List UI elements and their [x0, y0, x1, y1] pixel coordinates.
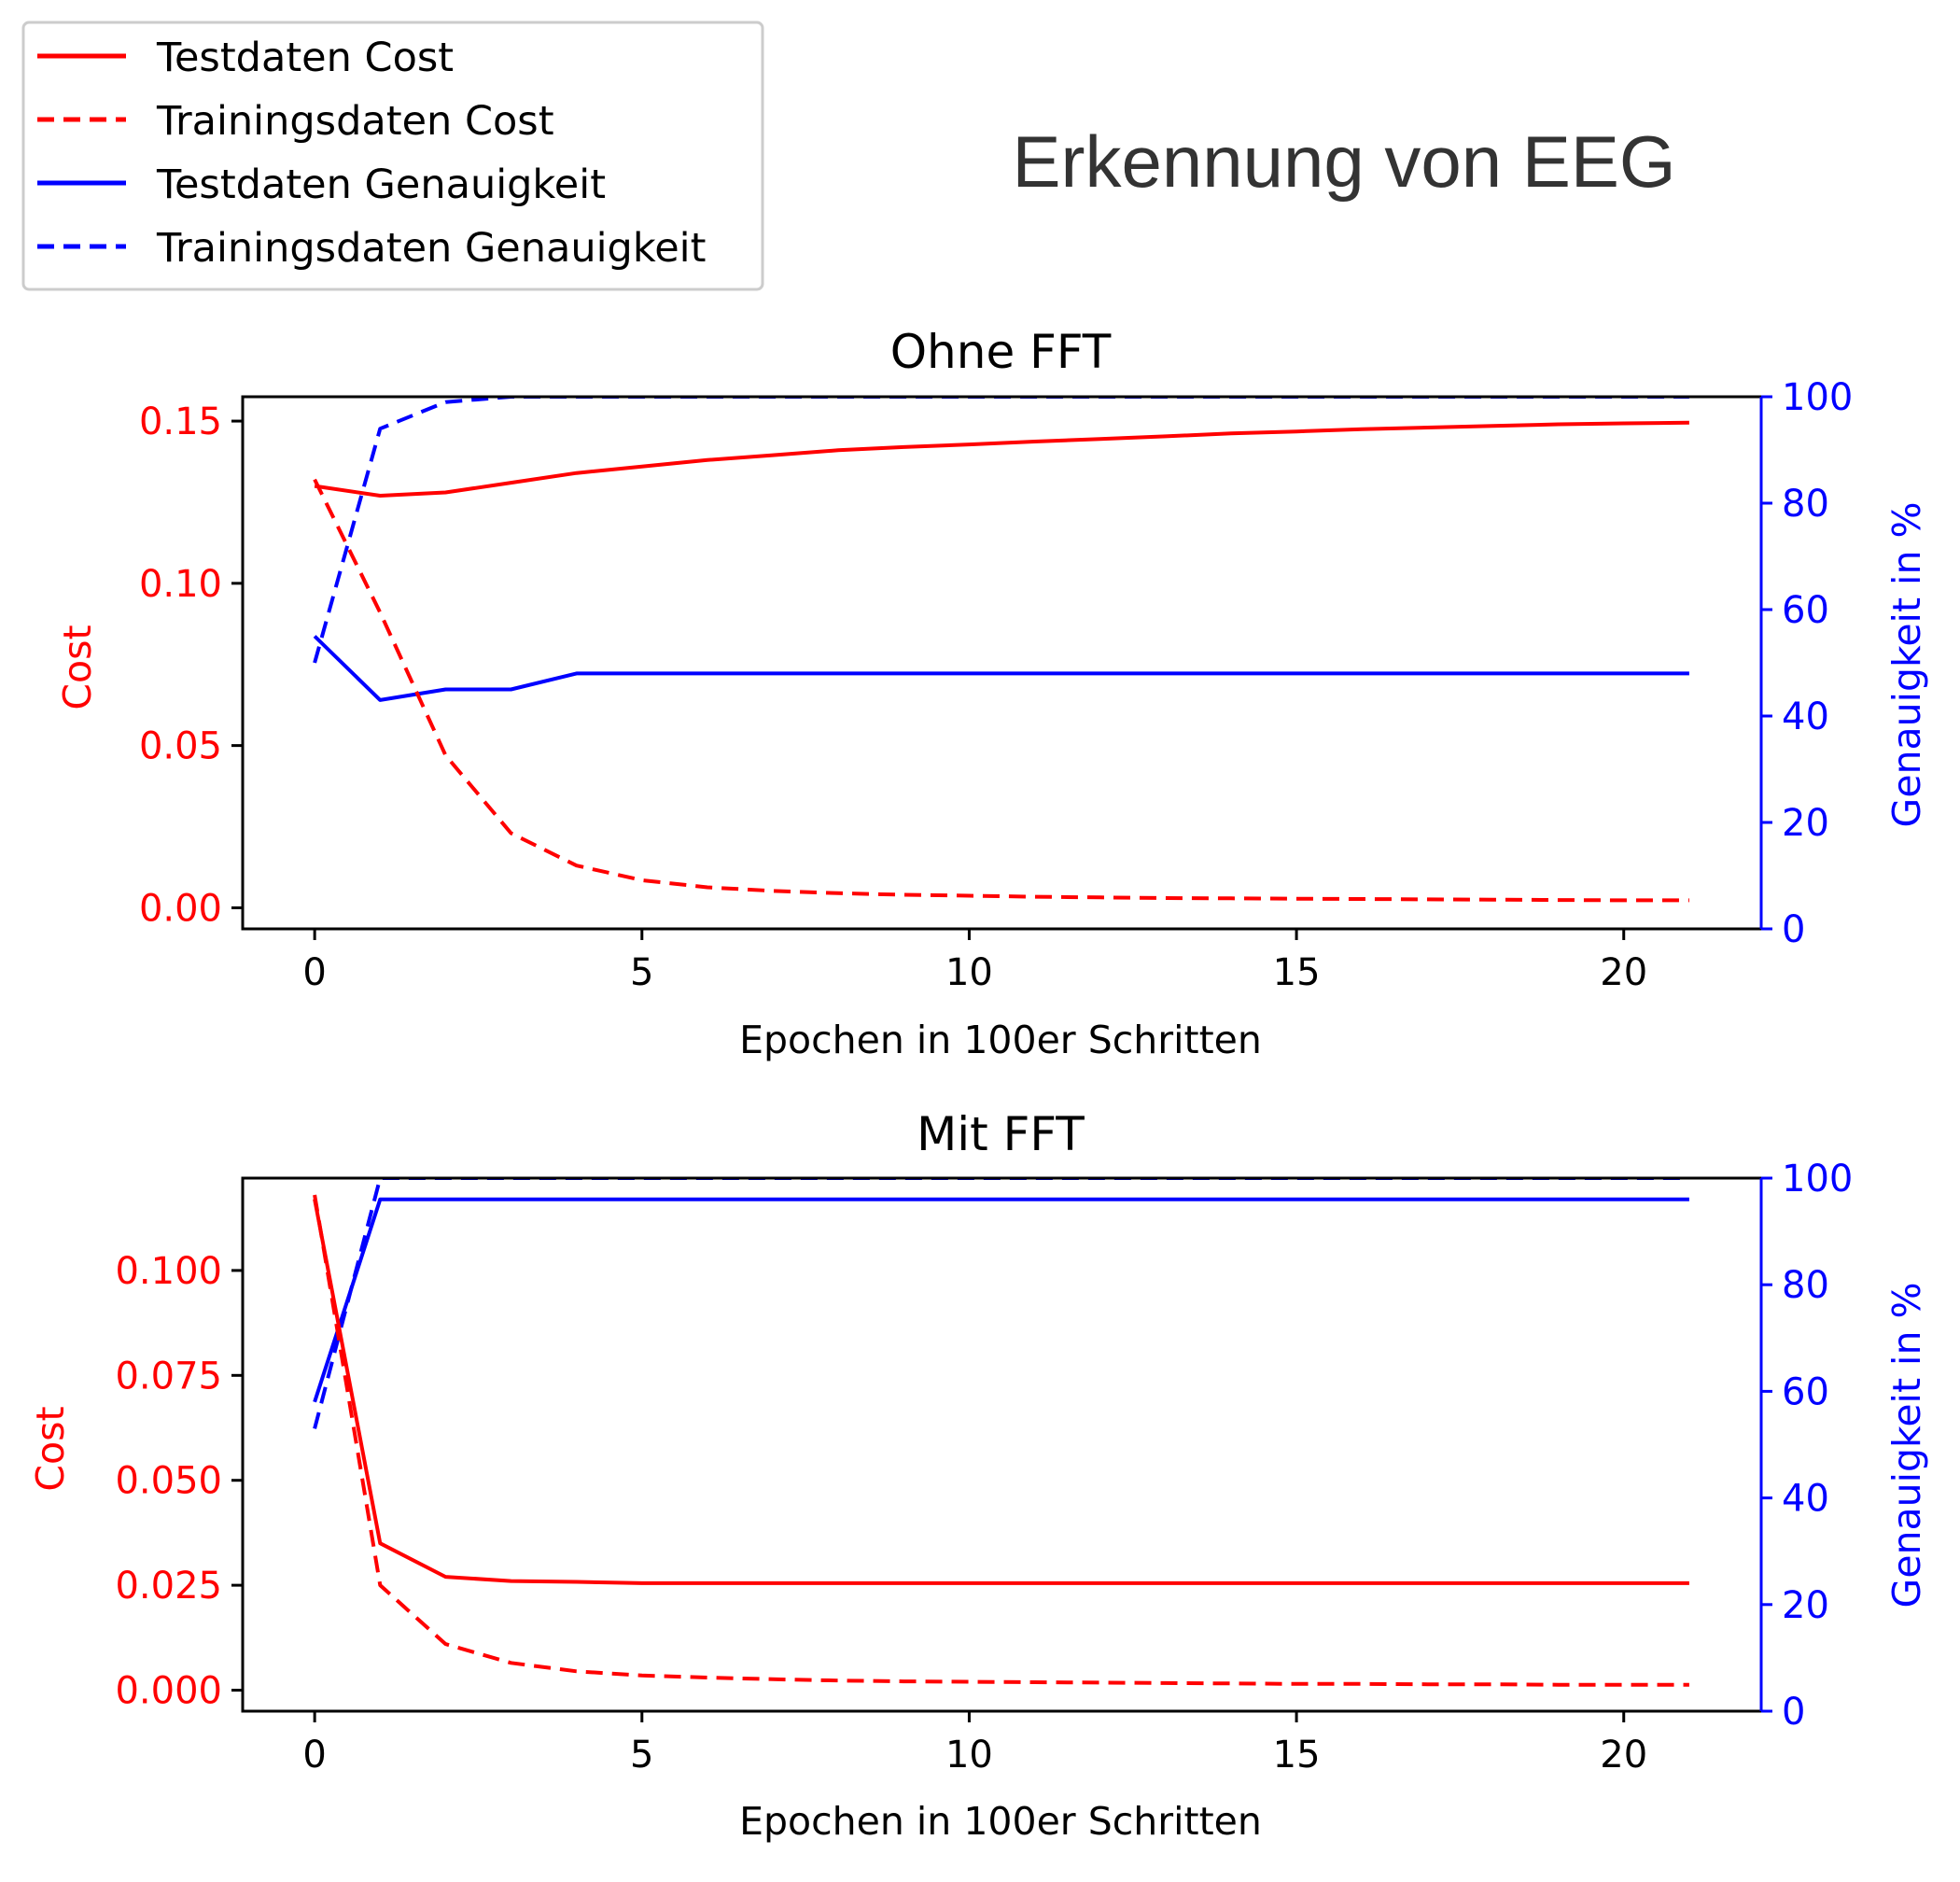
y-tick-label-right: 20 — [1782, 802, 1829, 845]
y-tick-label-left: 0.05 — [139, 725, 222, 768]
y-tick-label-right: 80 — [1782, 1264, 1829, 1307]
x-tick-label: 15 — [1273, 1734, 1321, 1777]
x-tick-label: 15 — [1273, 951, 1321, 994]
y-tick-label-left: 0.000 — [115, 1670, 222, 1713]
x-tick-label: 5 — [630, 951, 653, 994]
y-tick-label-right: 40 — [1782, 695, 1829, 738]
legend-label: Trainingsdaten Genauigkeit — [156, 225, 706, 272]
series-line — [313, 478, 1689, 903]
y-tick-label-right: 40 — [1782, 1478, 1829, 1521]
series-line — [313, 1199, 1689, 1585]
y-tick-label-left: 0.15 — [139, 400, 222, 443]
y-tick-label-right: 0 — [1782, 908, 1805, 951]
series-line — [314, 420, 1689, 498]
y-tick-label-left: 0.00 — [139, 887, 222, 930]
x-tick-label: 20 — [1600, 951, 1647, 994]
legend-frame — [21, 21, 764, 291]
figure-title: Erkennung von EEG — [1012, 120, 1675, 203]
y-tick-label-right: 80 — [1782, 483, 1829, 526]
series-line — [313, 1197, 1689, 1403]
subplot-ohne-fft: Ohne FFT 0 5 10 15 20 0.00 0.05 0.10 0.15 0 20 40 60… — [55, 325, 1929, 1062]
y-axis-label-left: Cost — [55, 625, 100, 709]
legend-entry: Trainingsdaten Genauigkeit — [37, 225, 706, 272]
legend-label: Testdaten Cost — [156, 35, 454, 81]
plot-lines — [313, 1178, 1689, 1687]
legend: Testdaten Cost Trainingsdaten Cost Testd… — [21, 21, 764, 291]
plot-axes: 0 5 10 15 20 0.00 0.05 0.10 0.15 0 20 40 60 80 100 — [139, 376, 1853, 994]
subplot-mit-fft: Mit FFT 0 5 10 15 20 0.000 0.025 0.050 0.075 0.10… — [28, 1107, 1929, 1844]
y-tick-label-right: 0 — [1782, 1691, 1805, 1734]
y-tick-label-left: 0.050 — [115, 1460, 222, 1503]
x-tick-label: 0 — [302, 1734, 326, 1777]
series-line — [313, 1194, 1689, 1687]
legend-label: Trainingsdaten Cost — [156, 98, 554, 145]
y-tick-label-right: 20 — [1782, 1584, 1829, 1627]
y-tick-label-left: 0.10 — [139, 563, 222, 606]
x-tick-label: 10 — [945, 951, 993, 994]
y-axis-label-left: Cost — [28, 1406, 73, 1491]
series-line — [313, 1178, 1689, 1429]
x-tick-label: 10 — [945, 1734, 993, 1777]
plot-frame — [241, 1176, 1763, 1713]
legend-label: Testdaten Genauigkeit — [156, 162, 606, 208]
plot-lines — [313, 397, 1689, 903]
x-tick-label: 5 — [630, 1734, 653, 1777]
y-tick-label-left: 0.025 — [115, 1565, 222, 1608]
legend-entry: Testdaten Cost — [37, 35, 454, 81]
plot-axes: 0 5 10 15 20 0.000 0.025 0.050 0.075 0.100 0 20 40 60… — [115, 1158, 1853, 1777]
y-tick-label-right: 60 — [1782, 1370, 1829, 1413]
legend-entry: Trainingsdaten Cost — [37, 98, 554, 145]
y-axis-label-right: Genauigkeit in % — [1884, 1283, 1929, 1608]
y-tick-label-right: 100 — [1782, 376, 1853, 419]
y-tick-label-left: 0.100 — [115, 1250, 222, 1293]
series-line — [313, 397, 1689, 664]
series-line — [313, 635, 1689, 702]
y-tick-label-right: 60 — [1782, 589, 1829, 632]
y-tick-label-right: 100 — [1782, 1158, 1853, 1201]
subplot-title: Ohne FFT — [890, 325, 1112, 379]
y-tick-label-left: 0.075 — [115, 1355, 222, 1397]
x-axis-label: Epochen in 100er Schritten — [739, 1018, 1262, 1062]
x-tick-label: 0 — [302, 951, 326, 994]
plot-frame — [241, 395, 1763, 931]
subplot-title: Mit FFT — [917, 1107, 1085, 1161]
legend-entry: Testdaten Genauigkeit — [37, 162, 606, 208]
x-axis-label: Epochen in 100er Schritten — [739, 1799, 1262, 1844]
x-tick-label: 20 — [1600, 1734, 1647, 1777]
y-axis-label-right: Genauigkeit in % — [1884, 502, 1929, 828]
